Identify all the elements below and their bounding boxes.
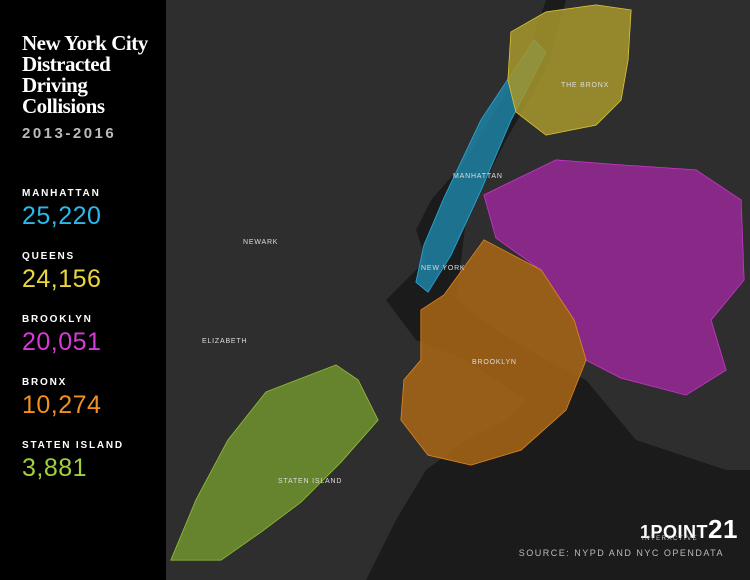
street-texture	[508, 5, 631, 135]
sidebar	[0, 0, 166, 580]
map-label: BROOKLYN	[472, 359, 517, 366]
subtitle: 2013-2016	[22, 125, 117, 142]
borough-count: 20,051	[22, 328, 102, 356]
title-line: Distracted	[22, 52, 111, 76]
source: SOURCE: NYPD AND NYC OPENDATA	[518, 548, 724, 558]
logo-number: 21	[708, 514, 738, 544]
borough-name: QUEENS	[22, 251, 76, 262]
borough-name: STATEN ISLAND	[22, 440, 124, 451]
map-label: ELIZABETH	[202, 338, 247, 345]
borough-name: BROOKLYN	[22, 314, 93, 325]
street-texture	[484, 160, 744, 395]
map-label: MANHATTAN	[453, 173, 503, 180]
borough-name: BRONX	[22, 377, 68, 388]
borough-count: 25,220	[22, 202, 102, 230]
logo-tagline: INTERACTIVE	[642, 536, 699, 542]
logo: 1POINT21	[640, 514, 738, 545]
borough-count: 3,881	[22, 454, 88, 482]
map-label: STATEN ISLAND	[278, 478, 342, 485]
borough-count: 24,156	[22, 265, 102, 293]
street-texture	[401, 240, 586, 465]
street-texture	[171, 365, 378, 560]
title-line: New York City	[22, 31, 148, 55]
title-line: Collisions	[22, 94, 105, 118]
map-label: THE BRONX	[561, 82, 609, 89]
map-label: NEW YORK	[421, 265, 465, 272]
logo-name: 1POINT	[640, 522, 709, 542]
title-line: Driving	[22, 73, 88, 97]
map: THE BRONX MANHATTAN BROOKLYN NEWARK ELIZ…	[166, 0, 750, 580]
map-label: NEWARK	[243, 239, 278, 246]
water	[396, 470, 750, 580]
borough-name: MANHATTAN	[22, 188, 101, 199]
borough-count: 10,274	[22, 391, 102, 419]
